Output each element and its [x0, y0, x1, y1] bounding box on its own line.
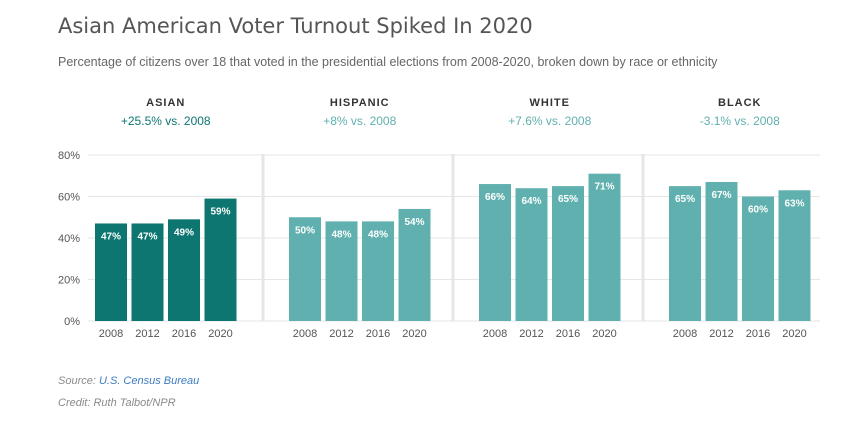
bar-white-2020	[588, 173, 621, 321]
x-tick-label: 2020	[592, 328, 616, 340]
bar-hispanic-2020	[398, 208, 431, 321]
panel-divider	[261, 154, 265, 321]
x-tick-label: 2016	[366, 328, 390, 340]
data-label: 63%	[784, 198, 804, 209]
bar-black-2020	[778, 190, 811, 321]
data-label: 67%	[711, 190, 731, 201]
bar-white-2016	[552, 186, 584, 321]
credit-line: Credit: Ruth Talbot/NPR	[58, 397, 176, 409]
data-label: 48%	[368, 229, 388, 240]
y-tick-label: 80%	[58, 150, 80, 162]
x-tick-label: 2020	[782, 328, 806, 340]
chart-area: 0% 20% 40% 60% 80% ASIAN +25.5% vs. 2008 47% 200…	[58, 97, 820, 340]
bar-hispanic-2008	[289, 217, 321, 321]
panel-title-asian: ASIAN	[146, 97, 185, 109]
x-tick-label: 2016	[746, 328, 770, 340]
data-label: 71%	[594, 182, 614, 193]
x-tick-label: 2016	[172, 328, 196, 340]
x-tick-label: 2020	[208, 328, 232, 340]
data-label: 66%	[485, 192, 505, 203]
data-label: 65%	[675, 194, 695, 205]
panel-title-hispanic: HISPANIC	[330, 97, 390, 109]
source-link[interactable]: U.S. Census Bureau	[98, 375, 200, 387]
bar-white-2008	[479, 184, 511, 321]
x-tick-label: 2008	[293, 328, 317, 340]
data-label: 50%	[295, 225, 315, 236]
chart-title: Asian American Voter Turnout Spiked In 2…	[58, 14, 533, 38]
data-label: 54%	[404, 217, 424, 228]
panel-change-hispanic: +8% vs. 2008	[323, 114, 396, 128]
bar-hispanic-2016	[362, 221, 394, 321]
panel-change-asian: +25.5% vs. 2008	[121, 114, 211, 128]
y-tick-label: 0%	[64, 316, 80, 328]
panel-divider	[641, 154, 645, 321]
source-label: Source:	[58, 375, 99, 387]
data-label: 60%	[748, 205, 768, 216]
x-tick-label: 2008	[483, 328, 507, 340]
x-tick-label: 2012	[519, 328, 543, 340]
data-label: 49%	[174, 227, 194, 238]
panel-change-black: -3.1% vs. 2008	[700, 114, 780, 128]
panel-title-black: BLACK	[718, 97, 762, 109]
source-line: Source: U.S. Census Bureau	[58, 375, 199, 387]
bar-hispanic-2012	[325, 221, 358, 321]
data-label: 65%	[558, 194, 578, 205]
x-tick-label: 2012	[709, 328, 733, 340]
bar-black-2016	[742, 196, 774, 321]
bar-white-2012	[515, 188, 548, 321]
data-label: 47%	[137, 231, 157, 242]
x-tick-label: 2008	[673, 328, 697, 340]
data-label: 64%	[521, 196, 541, 207]
panel-change-white: +7.6% vs. 2008	[508, 114, 591, 128]
bar-black-2012	[705, 181, 738, 321]
panel-divider	[451, 154, 455, 321]
x-tick-label: 2012	[135, 328, 159, 340]
y-tick-label: 60%	[58, 192, 80, 204]
y-tick-label: 40%	[58, 233, 80, 245]
panel-title-white: WHITE	[530, 97, 570, 109]
bar-asian-2012	[131, 223, 164, 321]
bar-asian-2008	[95, 223, 127, 321]
x-tick-label: 2016	[556, 328, 580, 340]
bar-asian-2016	[168, 219, 200, 321]
data-label: 47%	[101, 231, 121, 242]
x-tick-label: 2020	[402, 328, 426, 340]
y-tick-label: 20%	[58, 275, 80, 287]
x-tick-label: 2008	[99, 328, 123, 340]
chart-subtitle: Percentage of citizens over 18 that vote…	[58, 55, 718, 69]
data-label: 48%	[331, 229, 351, 240]
data-label: 59%	[210, 207, 230, 218]
bar-black-2008	[669, 186, 701, 321]
bar-asian-2020	[204, 198, 237, 321]
x-tick-label: 2012	[329, 328, 353, 340]
